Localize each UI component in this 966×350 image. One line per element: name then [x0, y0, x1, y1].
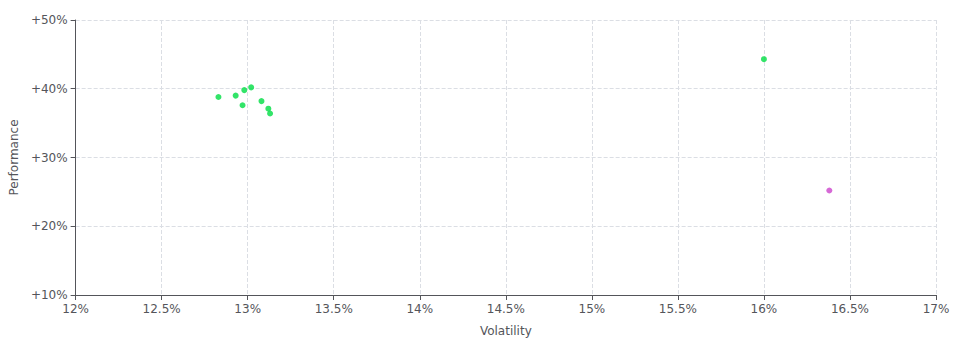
svg-text:+20%: +20% — [31, 219, 68, 233]
svg-text:16.5%: 16.5% — [831, 302, 869, 316]
svg-text:14%: 14% — [406, 302, 433, 316]
svg-text:+50%: +50% — [31, 13, 68, 27]
svg-text:Performance: Performance — [7, 119, 21, 195]
svg-text:15.5%: 15.5% — [659, 302, 697, 316]
svg-text:13.5%: 13.5% — [315, 302, 353, 316]
svg-text:15%: 15% — [579, 302, 606, 316]
svg-text:14.5%: 14.5% — [487, 302, 525, 316]
svg-text:+40%: +40% — [31, 82, 68, 96]
svg-text:17%: 17% — [923, 302, 950, 316]
svg-text:12.5%: 12.5% — [143, 302, 181, 316]
svg-text:+10%: +10% — [31, 288, 68, 302]
svg-text:13%: 13% — [234, 302, 261, 316]
svg-text:12%: 12% — [62, 302, 89, 316]
svg-text:16%: 16% — [751, 302, 778, 316]
svg-text:Volatility: Volatility — [480, 324, 532, 338]
svg-text:+30%: +30% — [31, 151, 68, 165]
